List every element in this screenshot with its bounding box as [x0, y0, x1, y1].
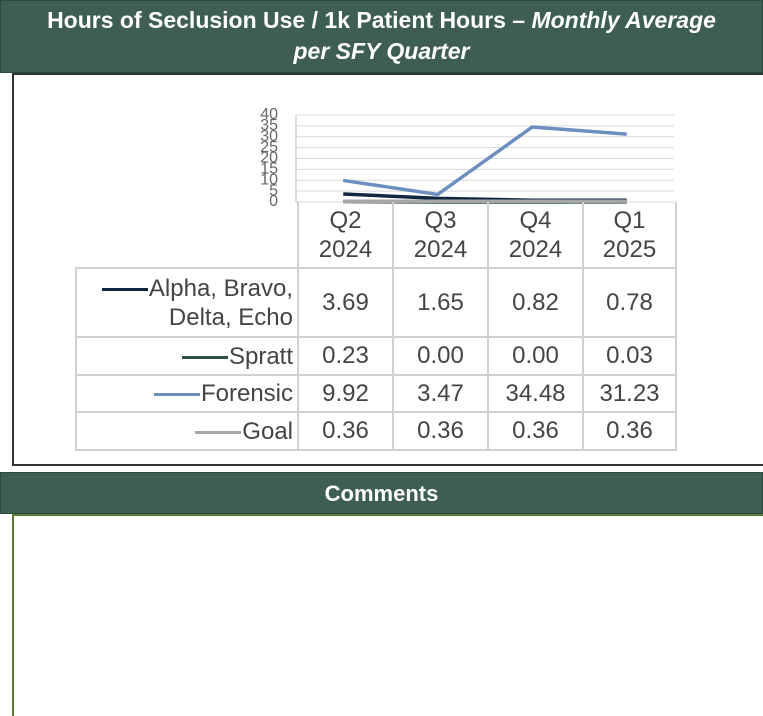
series-line — [342, 125, 627, 197]
y-tick-label: 20 — [260, 150, 278, 167]
legend-label: Spratt — [228, 342, 293, 370]
blank-cell — [76, 202, 299, 268]
value-cell: 0.36 — [582, 411, 677, 451]
y-tick-label: 30 — [260, 128, 278, 145]
comments-header: Comments — [0, 472, 763, 514]
header-row: Q2 2024 Q3 2024 Q4 2024 Q1 2025 — [76, 202, 677, 269]
title: Hours of Seclusion Use / 1k Patient Hour… — [47, 7, 526, 33]
series-row: Forensic 9.92 3.47 34.48 31.23 — [75, 374, 677, 413]
chart-box — [12, 73, 763, 466]
x-tick-label: Q1 2025 — [582, 202, 677, 269]
series-row: Goal 0.36 0.36 0.36 0.36 — [75, 411, 677, 451]
legend-swatch — [101, 287, 148, 291]
legend-swatch — [181, 355, 228, 359]
value-cell: 31.23 — [582, 374, 677, 413]
legend-swatch — [195, 430, 242, 434]
value-cell: 0.36 — [392, 411, 489, 451]
legend-label: Forensic — [200, 380, 293, 407]
data-table: Q2 2024 Q3 2024 Q4 2024 Q1 2025 Alpha, Bravo… — [75, 202, 677, 451]
value-cell: 0.36 — [297, 411, 394, 451]
value-cell: 0.78 — [582, 267, 677, 338]
value-cell: 0.03 — [582, 336, 677, 376]
header: Hours of Seclusion Use / 1k Patient Hour… — [0, 0, 763, 73]
y-tick-label: 5 — [269, 182, 278, 199]
value-cell: 0.23 — [297, 336, 394, 376]
legend-swatch — [153, 393, 200, 397]
y-tick-label: 10 — [260, 171, 278, 188]
y-tick-label: 25 — [260, 139, 278, 156]
comments-box — [12, 514, 763, 716]
value-cell: 1.65 — [392, 267, 489, 338]
series-line — [343, 192, 627, 203]
y-tick-label: 15 — [260, 161, 278, 178]
x-tick-label: Q2 2024 — [297, 202, 394, 269]
title-italic: Monthly Average per SFY Quarter — [293, 7, 716, 64]
legend-cell: Goal — [75, 411, 299, 451]
y-tick-label: 35 — [260, 117, 278, 134]
value-cell: 0.00 — [487, 336, 584, 376]
y-tick-label: 40 — [260, 106, 278, 123]
legend-label: Goal — [242, 417, 293, 445]
value-cell: 3.69 — [297, 267, 394, 338]
legend-label: Alpha, Bravo, Delta, Echo — [148, 274, 293, 331]
x-tick-label: Q3 2024 — [392, 202, 489, 269]
value-cell: 0.36 — [487, 411, 584, 451]
legend-cell: Alpha, Bravo, Delta, Echo — [75, 267, 299, 338]
value-cell: 9.92 — [297, 374, 394, 413]
value-cell: 0.82 — [487, 267, 584, 338]
value-cell: 0.00 — [392, 336, 489, 376]
value-cell: 3.47 — [392, 374, 489, 413]
y-tick-label: 0 — [269, 193, 278, 210]
series-row: Spratt 0.23 0.00 0.00 0.03 — [75, 336, 677, 376]
legend-cell: Spratt — [75, 336, 299, 376]
x-tick-label: Q4 2024 — [487, 202, 584, 269]
value-cell: 34.48 — [487, 374, 584, 413]
legend-cell: Forensic — [75, 374, 299, 413]
series-row: Alpha, Bravo, Delta, Echo 3.69 1.65 0.82 0.7… — [75, 267, 677, 338]
